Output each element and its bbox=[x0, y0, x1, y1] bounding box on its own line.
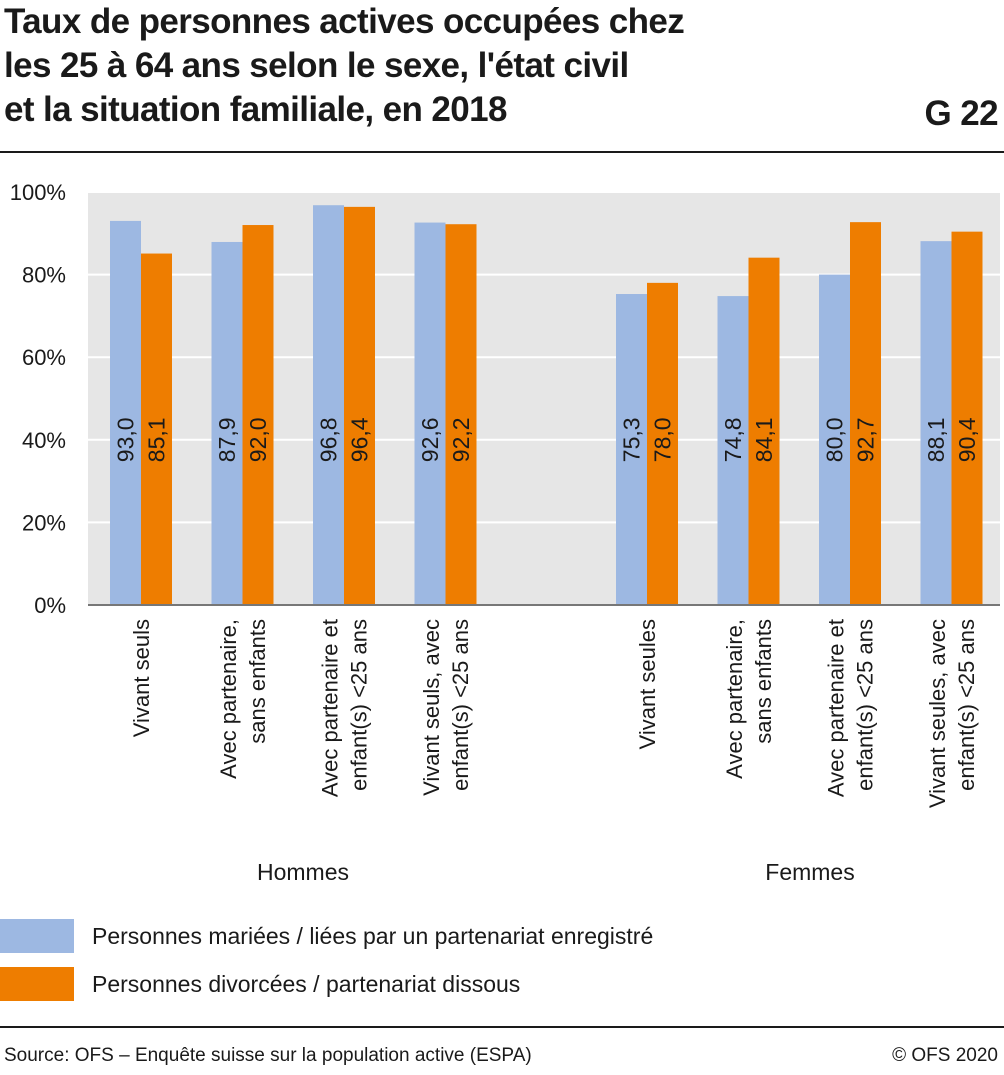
title-line: les 25 à 64 ans selon le sexe, l'état ci… bbox=[4, 46, 629, 85]
title-line: et la situation familiale, en 2018 bbox=[4, 90, 507, 129]
bar bbox=[141, 253, 172, 606]
legend-label-married: Personnes mariées / liées par un partena… bbox=[92, 922, 654, 949]
bar bbox=[951, 231, 983, 605]
group-label: Femmes bbox=[765, 859, 854, 885]
x-tick-label: Avec partenaire, bbox=[722, 619, 747, 779]
data-label: 88,1 bbox=[923, 417, 949, 462]
data-label: 92,7 bbox=[853, 417, 879, 462]
legend-swatch-married bbox=[0, 919, 74, 953]
data-label: 84,1 bbox=[751, 417, 777, 462]
bar bbox=[313, 205, 344, 605]
legend-item-married: Personnes mariées / liées par un partena… bbox=[0, 912, 653, 960]
data-label: 87,9 bbox=[214, 417, 240, 462]
figure-number: G 22 bbox=[924, 94, 999, 133]
data-label: 75,3 bbox=[619, 417, 645, 462]
x-tick-label: sans enfants bbox=[751, 619, 776, 744]
data-label: 96,8 bbox=[316, 417, 342, 462]
data-label: 93,0 bbox=[113, 417, 139, 462]
data-label: 92,6 bbox=[417, 417, 443, 462]
data-label: 78,0 bbox=[650, 417, 676, 462]
data-label: 90,4 bbox=[954, 417, 980, 462]
group-label: Hommes bbox=[257, 859, 349, 885]
bar bbox=[616, 294, 647, 605]
bar bbox=[717, 296, 749, 605]
y-tick-label: 40% bbox=[22, 428, 66, 453]
y-tick-label: 100% bbox=[10, 180, 66, 205]
bar bbox=[819, 274, 850, 605]
bar bbox=[110, 220, 141, 605]
bar bbox=[748, 257, 780, 605]
copyright-note: © OFS 2020 bbox=[892, 1045, 998, 1066]
data-label: 80,0 bbox=[822, 417, 848, 462]
bar bbox=[445, 224, 477, 605]
legend-label-divorced: Personnes divorcées / partenariat dissou… bbox=[92, 970, 521, 997]
data-label: 74,8 bbox=[720, 417, 746, 462]
bar bbox=[211, 241, 243, 605]
x-tick-label: enfant(s) <25 ans bbox=[347, 619, 372, 791]
x-tick-label: Vivant seuls, avec bbox=[419, 619, 444, 796]
bar bbox=[242, 225, 274, 605]
title-line: Taux de personnes actives occupées chez bbox=[4, 2, 685, 41]
y-tick-label: 20% bbox=[22, 510, 66, 535]
x-tick-label: enfant(s) <25 ans bbox=[448, 619, 473, 791]
data-label: 92,2 bbox=[448, 417, 474, 462]
bar bbox=[344, 206, 375, 606]
x-tick-label: Avec partenaire et bbox=[318, 619, 343, 797]
source-note: Source: OFS – Enquête suisse sur la popu… bbox=[4, 1045, 532, 1066]
x-tick-label: Vivant seuls bbox=[129, 619, 154, 737]
y-tick-label: 0% bbox=[34, 593, 66, 618]
bar bbox=[850, 222, 881, 606]
x-tick-label: enfant(s) <25 ans bbox=[853, 619, 878, 791]
y-tick-label: 60% bbox=[22, 345, 66, 370]
bottom-divider bbox=[0, 1026, 1004, 1028]
bar-chart: 0% 20% 40% 60% 80% 100% 93,0 87,9 96,8 92,6 75,3 74… bbox=[10, 180, 1000, 885]
x-tick-label: Avec partenaire, bbox=[216, 619, 241, 779]
data-label: 92,0 bbox=[245, 417, 271, 462]
x-tick-label: Vivant seules, avec bbox=[925, 619, 950, 808]
legend-swatch-divorced bbox=[0, 967, 74, 1001]
bar bbox=[647, 282, 678, 605]
x-tick-label: Avec partenaire et bbox=[824, 619, 849, 797]
y-tick-label: 80% bbox=[22, 263, 66, 288]
legend: Personnes mariées / liées par un partena… bbox=[0, 912, 653, 1008]
data-label: 85,1 bbox=[144, 417, 170, 462]
bar bbox=[414, 222, 446, 605]
x-tick-label: sans enfants bbox=[245, 619, 270, 744]
x-tick-label: Vivant seules bbox=[635, 619, 660, 749]
chart-title: Taux de personnes actives occupées chez … bbox=[4, 0, 824, 132]
legend-item-divorced: Personnes divorcées / partenariat dissou… bbox=[0, 960, 653, 1008]
top-divider bbox=[0, 151, 1004, 153]
bar bbox=[920, 241, 952, 605]
x-tick-label: enfant(s) <25 ans bbox=[954, 619, 979, 791]
data-label: 96,4 bbox=[347, 417, 373, 462]
